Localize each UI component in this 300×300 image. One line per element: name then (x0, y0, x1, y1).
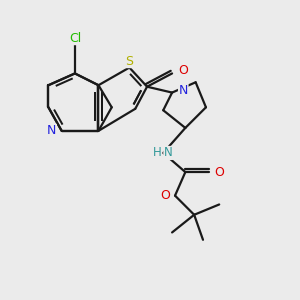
Text: N: N (178, 84, 188, 97)
Text: N: N (47, 124, 56, 137)
Text: O: O (160, 189, 170, 202)
Text: O: O (178, 64, 188, 77)
Text: O: O (214, 166, 224, 178)
Text: N: N (164, 146, 172, 159)
Text: S: S (125, 55, 134, 68)
Text: Cl: Cl (69, 32, 81, 45)
Text: H: H (153, 146, 162, 159)
